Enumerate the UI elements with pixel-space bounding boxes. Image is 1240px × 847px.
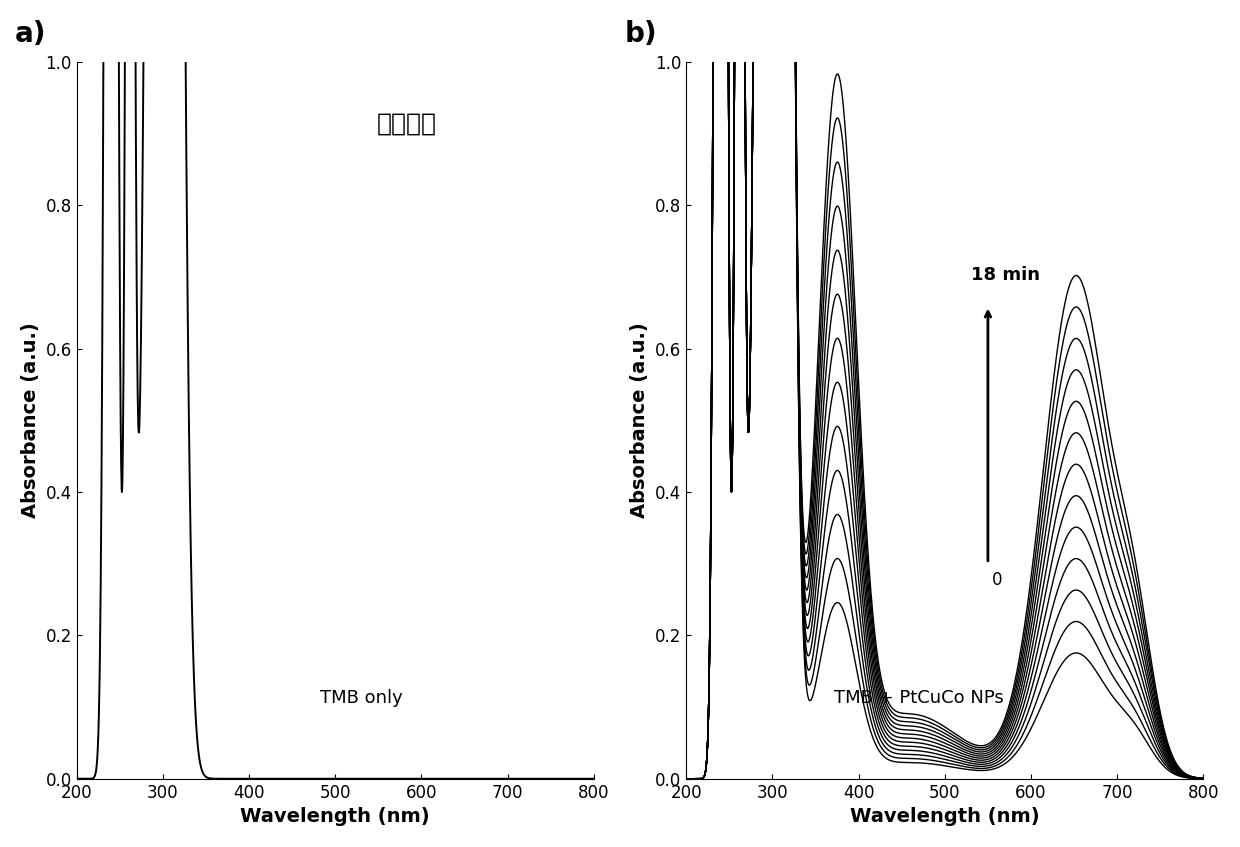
- Text: b): b): [624, 19, 657, 47]
- X-axis label: Wavelength (nm): Wavelength (nm): [241, 807, 430, 826]
- Text: 空白对照: 空白对照: [377, 112, 436, 136]
- Y-axis label: Absorbance (a.u.): Absorbance (a.u.): [21, 323, 40, 518]
- X-axis label: Wavelength (nm): Wavelength (nm): [849, 807, 1039, 826]
- Y-axis label: Absorbance (a.u.): Absorbance (a.u.): [630, 323, 650, 518]
- Text: a): a): [15, 19, 46, 47]
- Text: 18 min: 18 min: [971, 266, 1039, 284]
- Text: TMB + PtCuCo NPs: TMB + PtCuCo NPs: [835, 689, 1004, 707]
- Text: 0: 0: [992, 571, 1003, 589]
- Text: TMB only: TMB only: [320, 689, 403, 707]
